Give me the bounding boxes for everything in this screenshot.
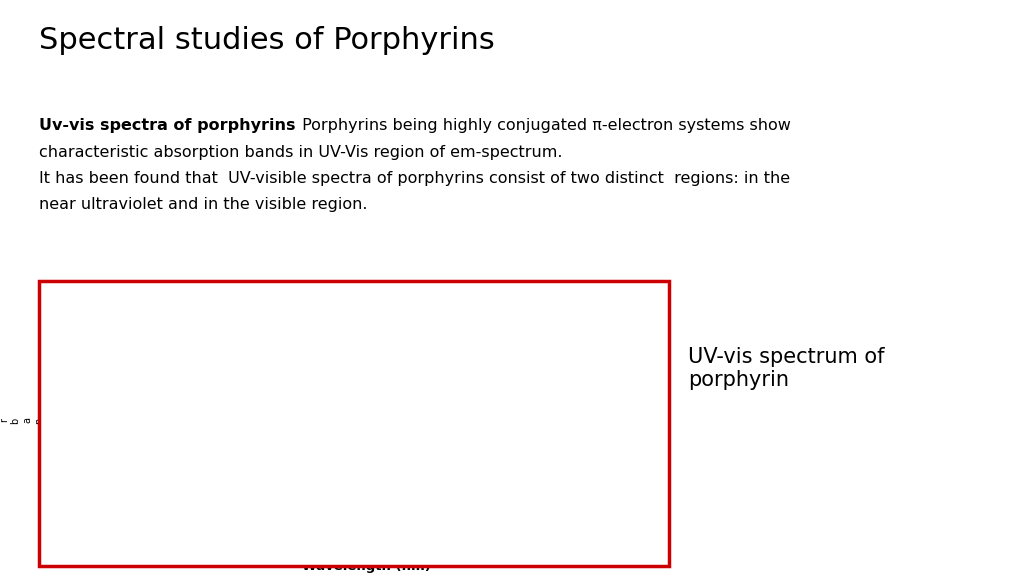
Text: IV: IV <box>401 285 409 294</box>
Text: IV: IV <box>401 284 409 293</box>
Y-axis label: A
b
s
o
r
b
a
n
c
e: A b s o r b a n c e <box>0 417 67 424</box>
Text: Uv-vis spectra of porphyrins: Uv-vis spectra of porphyrins <box>39 118 295 133</box>
Text: UV-vis spectrum of
porphyrin: UV-vis spectrum of porphyrin <box>688 347 885 391</box>
Text: II: II <box>480 392 484 401</box>
Text: III: III <box>441 361 447 369</box>
X-axis label: Wavelength (nm): Wavelength (nm) <box>302 560 430 573</box>
Text: Spectral studies of Porphyrins: Spectral studies of Porphyrins <box>39 26 495 55</box>
Text: It has been found that  UV-visible spectra of porphyrins consist of two distinct: It has been found that UV-visible spectr… <box>39 171 791 186</box>
Text: characteristic absorption bands in UV-Vis region of em-spectrum.: characteristic absorption bands in UV-Vi… <box>39 145 562 160</box>
Text: I: I <box>528 378 530 388</box>
Text: Porphyrins being highly conjugated π-electron systems show: Porphyrins being highly conjugated π-ele… <box>297 118 792 133</box>
Text: near ultraviolet and in the visible region.: near ultraviolet and in the visible regi… <box>39 197 368 212</box>
